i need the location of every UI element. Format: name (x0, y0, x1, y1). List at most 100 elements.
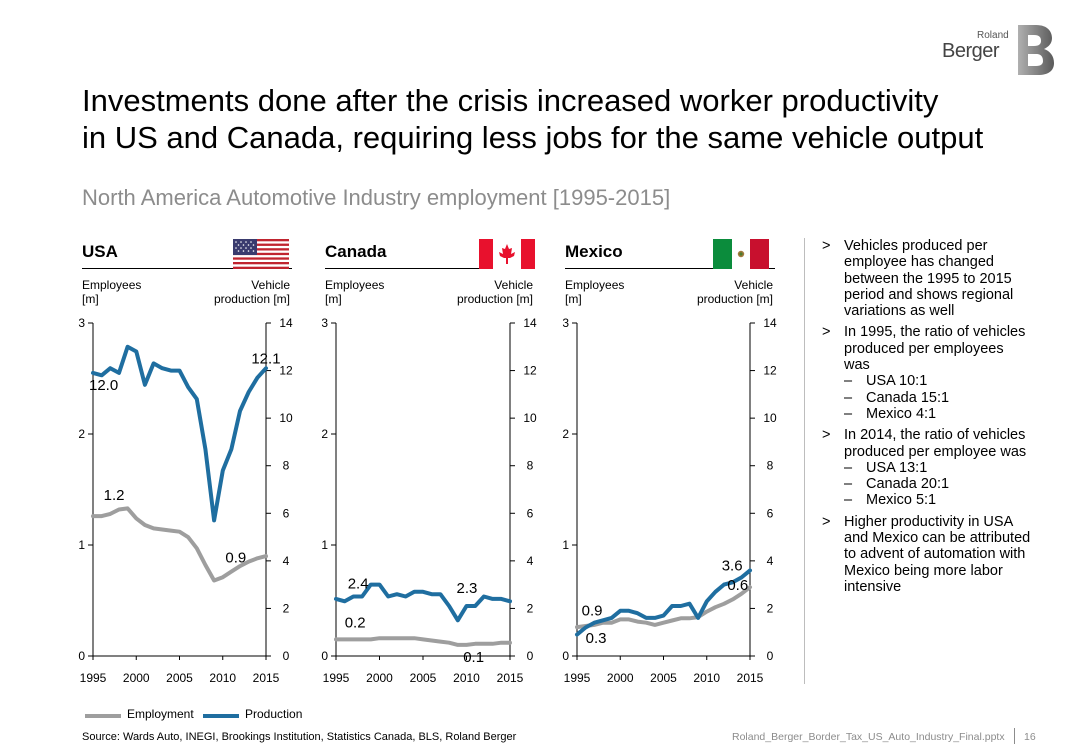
canada-left-tick-label: 1 (321, 538, 328, 552)
mexico-right-tick-label: 0 (767, 649, 774, 663)
usa-right-tick-label: 8 (283, 459, 290, 473)
canada-x-tick-label: 2000 (366, 671, 393, 685)
usa-x-tick-label: 2000 (123, 671, 150, 685)
usa-left-tick-label: 0 (78, 649, 85, 663)
mexico-left-tick-label: 3 (562, 316, 569, 330)
mexico-right-tick-label: 2 (767, 601, 774, 615)
panel-underline-canada (325, 268, 535, 269)
panel-title-usa: USA (82, 242, 118, 261)
usa-right-tick-label: 6 (283, 506, 290, 520)
mexico-data-label: 0.3 (586, 630, 607, 647)
mexico-left-tick-label: 0 (562, 649, 569, 663)
canada-production-line (334, 582, 512, 623)
mexico-data-label: 0.6 (727, 577, 748, 594)
mexico-right-tick-label: 4 (767, 554, 774, 568)
subitem-text: Mexico 5:1 (866, 492, 937, 509)
usa-right-axis-title: Vehicle production [m] (213, 278, 290, 306)
usa-production-line (91, 344, 268, 523)
column-divider (804, 238, 805, 684)
bullet-item: > Vehicles produced per employee has chan… (822, 238, 1032, 319)
mexico-right-tick-label: 14 (763, 316, 777, 330)
usa-data-label: 1.2 (104, 487, 125, 504)
canada-x-tick-label: 2015 (497, 671, 524, 685)
subitem-text: USA 13:1 (866, 459, 928, 476)
title-line-2: in US and Canada, requiring less jobs fo… (82, 120, 984, 155)
canada-employment-line (334, 636, 512, 647)
logo-roland-text: Roland (977, 30, 1009, 41)
bullet-text: In 1995, the ratio of vehicles produced … (844, 324, 1026, 374)
canada-x-tick-label: 2005 (410, 671, 437, 685)
mexico-x-tick-label: 2005 (650, 671, 677, 685)
usa-x-tick-label: 1995 (80, 671, 107, 685)
bullet-subitem: – Canada 15:1 (844, 390, 1032, 406)
usa-left-axis-title: Employees [m] (82, 278, 142, 306)
canada-right-tick-label: 6 (527, 506, 534, 520)
canada-left-tick-label: 3 (321, 316, 328, 330)
canada-left-axis-title: Employees [m] (325, 278, 385, 306)
roland-berger-logo: Roland Berger (940, 20, 1060, 80)
canada-x-tick-label: 1995 (323, 671, 350, 685)
panel-title-canada: Canada (325, 242, 387, 261)
canada-flag-icon (479, 239, 535, 269)
subitem-dash: – (844, 476, 853, 493)
bullet-subitem: – USA 10:1 (844, 373, 1032, 389)
footer-separator (1014, 728, 1015, 744)
bullet-subitem: – USA 13:1 (844, 460, 1032, 476)
bullet-subitem: – Mexico 4:1 (844, 406, 1032, 422)
mexico-data-label: 3.6 (722, 557, 743, 574)
usa-data-label: 0.9 (225, 550, 246, 567)
subitem-dash: – (844, 492, 853, 509)
footer-filename: Roland_Berger_Border_Tax_US_Auto_Industr… (732, 731, 1005, 743)
slide-subtitle: North America Automotive Industry employ… (82, 185, 671, 210)
logo-b-icon (1018, 25, 1054, 75)
bullet-marker: > (822, 324, 831, 341)
logo-berger-text: Berger (942, 40, 1000, 62)
usa-right-tick-label: 12 (279, 364, 293, 378)
page-number: 16 (1024, 731, 1036, 743)
title-line-1: Investments done after the crisis increa… (82, 83, 939, 118)
usa-x-tick-label: 2010 (209, 671, 236, 685)
canada-left-tick-label: 0 (321, 649, 328, 663)
mexico-production-line (575, 568, 752, 637)
mexico-right-tick-label: 6 (767, 506, 774, 520)
canada-right-axis-title: Vehicle production [m] (456, 278, 533, 306)
usa-right-tick-label: 10 (279, 411, 293, 425)
canada-data-label: 0.1 (463, 649, 484, 666)
canada-right-tick-label: 2 (527, 601, 534, 615)
usa-right-tick-label: 4 (283, 554, 290, 568)
usa-right-tick-label: 14 (279, 316, 293, 330)
mexico-left-tick-label: 2 (562, 427, 569, 441)
bullet-marker: > (822, 427, 831, 444)
legend-production-label: Production (245, 707, 303, 721)
bullet-item: > In 2014, the ratio of vehicles produced… (822, 427, 1032, 508)
canada-right-tick-label: 10 (523, 411, 537, 425)
canada-right-tick-label: 12 (523, 364, 537, 378)
mexico-right-tick-label: 12 (763, 364, 777, 378)
panel-underline-mexico (565, 268, 775, 269)
legend-production-swatch (203, 714, 239, 718)
slide-title: Investments done after the crisis increa… (82, 82, 983, 156)
canada-right-tick-label: 0 (527, 649, 534, 663)
bullet-text: Higher productivity in USA and Mexico ca… (844, 513, 1031, 595)
subitem-text: USA 10:1 (866, 373, 928, 390)
panel-underline-usa (82, 268, 292, 269)
usa-left-tick-label: 1 (78, 538, 85, 552)
canada-right-tick-label: 8 (527, 459, 534, 473)
canada-right-tick-label: 4 (527, 554, 534, 568)
bullet-item: > Higher productivity in USA and Mexico c… (822, 514, 1032, 595)
canada-data-label: 0.2 (345, 614, 366, 631)
bullet-text: Vehicles produced per employee has chang… (844, 238, 1014, 320)
insight-bullets: > Vehicles produced per employee has chan… (822, 238, 1032, 600)
subitem-dash: – (844, 373, 853, 390)
panel-title-mexico: Mexico (565, 242, 623, 261)
usa-right-tick-label: 2 (283, 601, 290, 615)
usa-left-tick-label: 3 (78, 316, 85, 330)
canada-data-label: 2.3 (457, 580, 478, 597)
mexico-right-axis-title: Vehicle production [m] (696, 278, 773, 306)
subitem-text: Canada 15:1 (866, 389, 950, 406)
bullet-marker: > (822, 513, 831, 530)
mexico-x-tick-label: 1995 (564, 671, 591, 685)
mexico-x-tick-label: 2000 (607, 671, 634, 685)
canada-x-tick-label: 2010 (453, 671, 480, 685)
